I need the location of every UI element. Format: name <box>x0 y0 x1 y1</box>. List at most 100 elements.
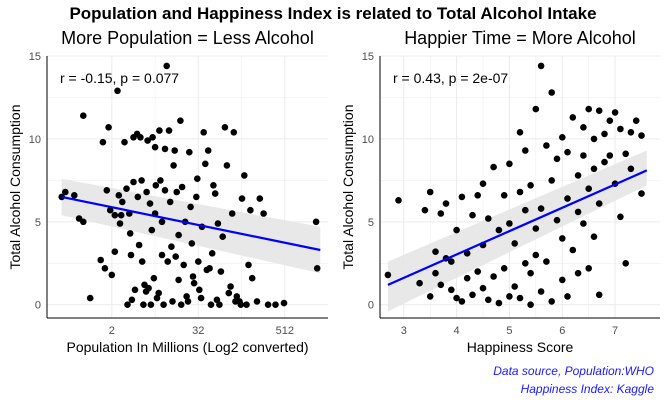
data-point <box>157 177 164 184</box>
data-point <box>116 220 124 227</box>
data-point <box>580 152 587 159</box>
data-point <box>453 294 460 302</box>
x-tick-label: 32 <box>192 325 204 337</box>
data-point <box>553 216 561 224</box>
data-point <box>202 160 209 168</box>
data-point <box>137 134 144 141</box>
data-point <box>638 132 645 139</box>
data-point <box>99 138 107 146</box>
data-point <box>138 177 145 184</box>
data-point <box>580 220 587 227</box>
data-point <box>313 265 321 272</box>
y-axis-title: Total Alcohol Consumption <box>7 105 23 270</box>
data-point <box>527 182 534 189</box>
data-point <box>479 180 487 187</box>
data-point <box>500 265 508 272</box>
data-point <box>144 137 151 144</box>
data-point <box>206 265 213 272</box>
data-point <box>595 107 603 114</box>
data-point <box>245 261 252 269</box>
y-tick-label: 0 <box>368 300 374 312</box>
data-point <box>80 218 87 226</box>
data-point <box>80 112 87 119</box>
data-point <box>164 258 171 265</box>
data-point <box>227 283 234 290</box>
data-point <box>127 251 135 259</box>
data-point <box>238 195 246 202</box>
data-point <box>123 185 130 192</box>
data-point <box>71 192 78 199</box>
data-point <box>216 301 223 309</box>
data-point <box>223 162 231 169</box>
data-point <box>495 299 503 307</box>
data-point <box>148 226 156 234</box>
data-point <box>217 268 225 275</box>
data-point <box>543 142 550 149</box>
data-point <box>105 124 112 131</box>
data-point <box>131 286 139 294</box>
data-point <box>559 134 566 141</box>
data-point <box>247 206 254 214</box>
panel-title: Happier Time = More Alcohol <box>404 28 636 48</box>
data-point <box>233 293 241 300</box>
data-point <box>516 129 524 136</box>
x-tick-label: 7 <box>612 325 618 337</box>
data-point <box>163 62 170 70</box>
data-point <box>548 177 555 184</box>
data-point <box>170 162 177 169</box>
data-point <box>638 190 645 197</box>
data-point <box>590 135 598 143</box>
data-point <box>208 250 216 257</box>
data-point <box>537 62 545 70</box>
data-point <box>197 294 205 302</box>
data-point <box>155 289 162 297</box>
data-point <box>574 269 582 277</box>
data-point <box>506 160 513 168</box>
data-point <box>256 195 264 202</box>
data-point <box>187 203 194 211</box>
data-point <box>121 138 128 146</box>
data-point <box>516 294 524 302</box>
data-point <box>559 235 566 242</box>
data-point <box>606 117 614 124</box>
data-point <box>585 105 592 113</box>
data-point <box>585 185 592 192</box>
data-point <box>214 220 222 227</box>
data-point <box>627 129 635 136</box>
data-point <box>421 206 429 214</box>
panel-title: More Population = Less Alcohol <box>61 28 314 48</box>
data-point <box>622 260 629 267</box>
data-point <box>485 296 492 304</box>
data-point <box>169 298 176 305</box>
data-point <box>416 279 423 287</box>
data-point <box>153 294 161 302</box>
data-point <box>384 271 392 279</box>
data-point <box>574 208 582 216</box>
regression-line <box>387 169 648 286</box>
data-point <box>219 233 226 240</box>
data-point <box>135 241 143 249</box>
data-point <box>178 183 186 191</box>
data-point <box>171 147 178 154</box>
confidence-band <box>61 178 321 274</box>
x-tick-label: 3 <box>401 325 407 337</box>
data-point <box>196 286 203 294</box>
main-title: Population and Happiness Index is relate… <box>69 4 597 23</box>
data-point <box>490 163 497 171</box>
data-point <box>458 193 466 201</box>
data-point <box>253 298 261 305</box>
data-point <box>458 298 466 305</box>
data-point <box>532 105 540 113</box>
data-point <box>186 148 193 156</box>
data-point <box>184 298 192 305</box>
x-tick-label: 5 <box>506 325 512 337</box>
regression-line <box>61 195 321 252</box>
data-point <box>165 127 173 134</box>
data-point <box>585 265 592 272</box>
data-point <box>437 210 445 217</box>
data-point <box>543 258 550 265</box>
data-point <box>188 240 196 247</box>
data-point <box>180 261 187 269</box>
data-point <box>474 268 482 275</box>
data-point <box>574 172 582 179</box>
